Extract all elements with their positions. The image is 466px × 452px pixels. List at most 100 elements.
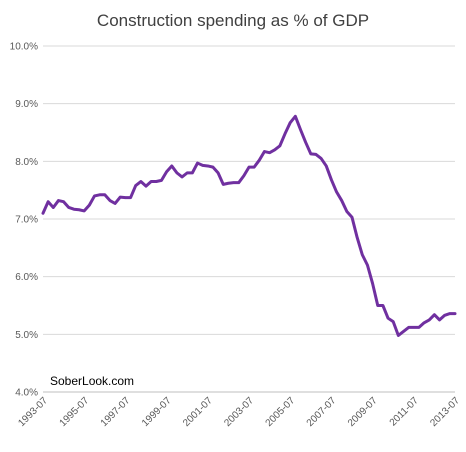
x-tick-label: 1995-07 — [58, 395, 92, 429]
data-point — [253, 166, 255, 168]
x-tick-label: 2009-07 — [346, 395, 380, 429]
data-point — [428, 319, 431, 321]
data-point — [366, 264, 369, 266]
y-tick-label: 10.0% — [10, 42, 38, 53]
data-point — [237, 181, 240, 184]
data-point — [258, 159, 261, 161]
data-point — [186, 172, 188, 174]
data-point — [299, 128, 302, 131]
data-point — [227, 182, 230, 185]
data-point — [170, 165, 173, 167]
data-point — [165, 170, 168, 173]
data-point — [67, 206, 70, 209]
data-point — [340, 199, 343, 202]
chart-title: Construction spending as % of GDP — [97, 11, 369, 30]
data-point — [273, 149, 276, 151]
data-point — [207, 165, 209, 167]
x-tick-label: 2011-07 — [388, 395, 422, 429]
x-tick-label: 1993-07 — [16, 395, 50, 429]
y-tick-label: 8.0% — [15, 157, 38, 168]
data-point — [129, 196, 132, 199]
data-point — [330, 178, 333, 181]
data-point — [243, 174, 245, 177]
data-point — [191, 172, 194, 174]
data-point — [351, 216, 353, 219]
data-point — [325, 165, 328, 167]
data-point — [454, 312, 456, 315]
data-point — [201, 164, 204, 167]
data-point — [196, 162, 199, 164]
data-point — [392, 320, 395, 323]
data-point — [248, 166, 250, 168]
data-point — [57, 199, 60, 202]
data-point — [387, 317, 389, 319]
series — [41, 114, 457, 337]
y-tick-label: 7.0% — [15, 215, 38, 226]
data-point — [418, 326, 420, 329]
data-point — [47, 200, 49, 203]
data-point — [150, 180, 152, 183]
y-tick-label: 9.0% — [15, 99, 38, 110]
data-point — [402, 330, 405, 333]
data-point — [155, 180, 158, 183]
data-point — [160, 179, 163, 182]
data-point — [376, 304, 379, 307]
data-point — [284, 132, 286, 135]
data-point — [62, 200, 65, 203]
data-point — [263, 150, 266, 153]
data-point — [371, 282, 374, 285]
data-point — [181, 176, 183, 178]
data-point — [104, 193, 106, 196]
data-point — [413, 326, 415, 329]
data-point — [289, 121, 292, 124]
x-tick-label: 2005-07 — [264, 395, 298, 429]
x-axis-ticks: 1993-07 1995-07 1997-07 1999-07 2001-07 2003-… — [16, 395, 462, 429]
data-point — [397, 334, 400, 337]
data-point — [356, 236, 358, 239]
y-tick-label: 5.0% — [15, 330, 38, 341]
data-point — [279, 144, 281, 147]
data-point — [423, 322, 425, 324]
data-point — [346, 210, 348, 213]
x-tick-label: 2003-07 — [222, 395, 256, 429]
data-point — [114, 202, 116, 205]
x-tick-label: 2001-07 — [181, 395, 215, 429]
data-point — [73, 208, 75, 210]
data-point — [382, 304, 384, 307]
data-point — [217, 172, 219, 174]
data-point — [433, 313, 436, 316]
data-point — [438, 319, 441, 321]
data-point — [268, 151, 271, 154]
data-point — [134, 184, 137, 187]
data-point — [449, 312, 451, 315]
x-tick-label: 2007-07 — [305, 395, 339, 429]
x-tick-label: 1999-07 — [140, 395, 174, 429]
watermark: SoberLook.com — [50, 374, 134, 388]
data-point — [93, 195, 96, 197]
gridlines — [43, 45, 455, 335]
data-point — [145, 185, 147, 187]
data-point — [78, 208, 80, 211]
data-point — [294, 115, 297, 118]
y-axis-ticks: 4.0% 5.0% 6.0% 7.0% 8.0% 9.0% 10.0% — [10, 42, 38, 399]
data-point — [320, 157, 322, 160]
x-tick-label: 2013-07 — [428, 395, 462, 429]
data-point — [335, 191, 338, 193]
data-point — [232, 181, 235, 184]
data-point — [315, 153, 317, 156]
x-tick-label: 1997-07 — [99, 395, 133, 429]
data-point — [109, 199, 111, 202]
data-point — [176, 172, 178, 174]
data-point — [310, 153, 312, 155]
series-line — [41, 114, 457, 337]
data-point — [98, 193, 101, 196]
data-point — [361, 253, 364, 256]
data-point — [140, 180, 142, 183]
data-point — [42, 212, 44, 215]
data-point — [222, 183, 225, 186]
data-point — [443, 314, 446, 317]
data-point — [88, 204, 91, 206]
data-point — [83, 210, 85, 212]
